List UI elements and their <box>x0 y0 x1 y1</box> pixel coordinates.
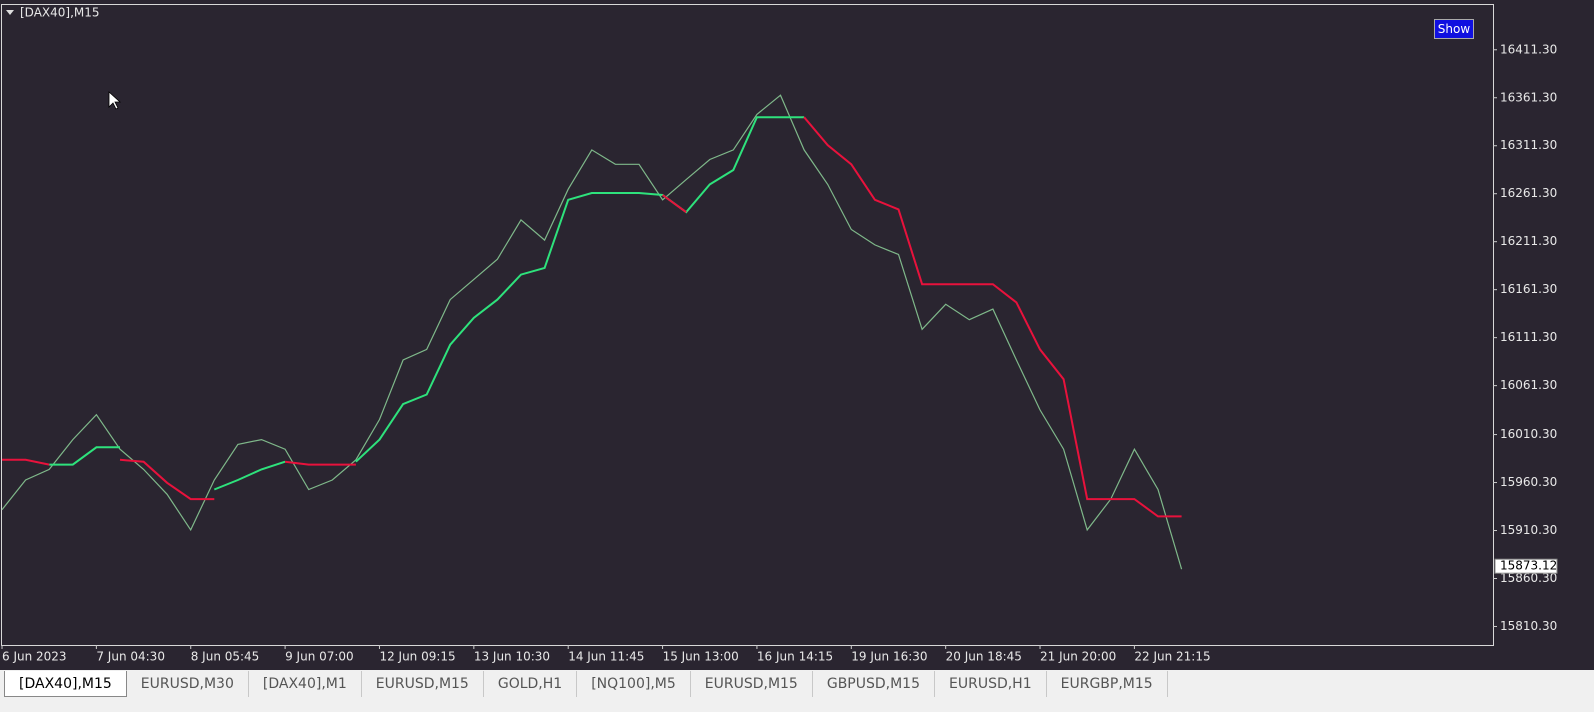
x-tick-label: 16 Jun 14:15 <box>757 650 833 664</box>
tab[interactable]: EURUSD,M30 <box>127 671 249 697</box>
y-tick-label: 16211.30 <box>1500 234 1557 248</box>
x-tick-label: 6 Jun 2023 <box>2 650 67 664</box>
chart-bg <box>0 0 1594 670</box>
x-tick-label: 7 Jun 04:30 <box>96 650 165 664</box>
x-tick-label: 22 Jun 21:15 <box>1134 650 1210 664</box>
trend-line <box>49 116 805 491</box>
price-line <box>1 94 1183 570</box>
x-tick-label: 15 Jun 13:00 <box>663 650 739 664</box>
chart: [DAX40],M15 16411.30 16361.30 16311.30 1626… <box>0 0 1594 670</box>
y-tick-label: 16161.30 <box>1500 282 1557 296</box>
tab[interactable]: [NQ100],M5 <box>577 671 691 697</box>
collapse-icon[interactable] <box>6 10 14 15</box>
y-tick-label: 15960.30 <box>1500 475 1557 489</box>
y-tick-label: 16311.30 <box>1500 138 1557 152</box>
tab[interactable]: EURGBP,M15 <box>1047 671 1168 697</box>
show-button[interactable]: Show <box>1434 19 1474 39</box>
tab[interactable]: EURUSD,H1 <box>935 671 1047 697</box>
y-tick-label: 15860.30 <box>1500 571 1557 585</box>
x-tick-label: 19 Jun 16:30 <box>851 650 927 664</box>
y-tick-label: 16010.30 <box>1500 427 1557 441</box>
x-tick-label: 8 Jun 05:45 <box>191 650 260 664</box>
tab[interactable]: GBPUSD,M15 <box>813 671 935 697</box>
y-tick-label: 15810.30 <box>1500 619 1557 633</box>
tab[interactable]: [DAX40],M1 <box>249 671 362 697</box>
chart-title: [DAX40],M15 <box>20 6 100 20</box>
y-tick-label: 16111.30 <box>1500 330 1557 344</box>
tab-bar: [DAX40],M15 EURUSD,M30 [DAX40],M1 EURUSD,M1… <box>4 671 1168 697</box>
trend-line <box>2 116 1182 518</box>
x-tick-label: 13 Jun 10:30 <box>474 650 550 664</box>
y-tick-label: 16411.30 <box>1500 42 1557 56</box>
y-tick-label: 16361.30 <box>1500 90 1557 104</box>
y-tick-label: 16261.30 <box>1500 186 1557 200</box>
y-tick-label: 16061.30 <box>1500 378 1557 392</box>
x-tick-label: 21 Jun 20:00 <box>1040 650 1116 664</box>
last-price-box <box>1494 558 1558 574</box>
x-tick-label: 9 Jun 07:00 <box>285 650 354 664</box>
y-tick-label: 15910.30 <box>1500 523 1557 537</box>
x-tick-label: 14 Jun 11:45 <box>568 650 644 664</box>
plot-frame <box>1 4 1494 646</box>
tab[interactable]: GOLD,H1 <box>484 671 578 697</box>
x-tick-label: 12 Jun 09:15 <box>379 650 455 664</box>
tab[interactable]: EURUSD,M15 <box>691 671 813 697</box>
tab[interactable]: EURUSD,M15 <box>362 671 484 697</box>
cursor <box>108 91 122 110</box>
x-tick-label: 20 Jun 18:45 <box>946 650 1022 664</box>
last-price-label: 15873.12 <box>1500 559 1557 573</box>
tab[interactable]: [DAX40],M15 <box>4 671 127 697</box>
